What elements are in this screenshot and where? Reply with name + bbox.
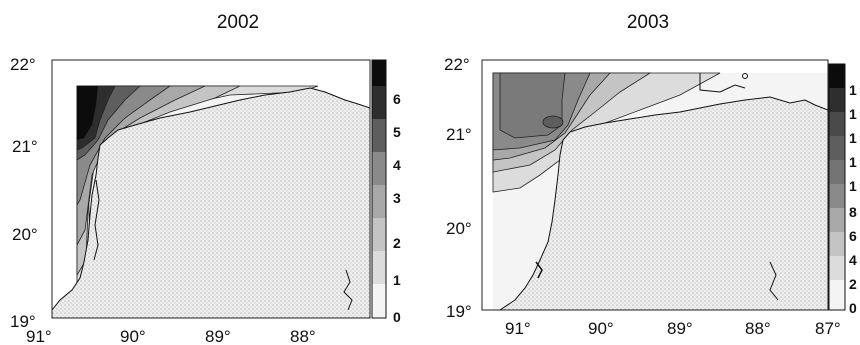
colorbar-2003-label: 6 [849, 228, 857, 244]
lon-label-91: 91° [26, 327, 52, 345]
lon-label-89: 89° [667, 319, 693, 338]
lon-label-89: 89° [205, 327, 231, 345]
map-2002-title: 2002 [216, 12, 260, 33]
lon-label-88: 88° [745, 319, 771, 338]
lon-label-90: 90° [588, 319, 614, 338]
colorbar-2003-label: 1 [849, 130, 857, 146]
colorbar-2002-label: 0 [393, 309, 401, 325]
lat-label-21: 21° [12, 137, 38, 156]
lat-label-20: 20° [446, 219, 472, 238]
colorbar-2003-label: 1 [849, 82, 857, 98]
colorbar-2002-label: 5 [393, 124, 401, 140]
colorbar-2003-label: 1 [849, 106, 857, 122]
contour-peak [542, 115, 564, 129]
colorbar-2002-label: 2 [393, 235, 401, 251]
lat-label-19: 19° [446, 302, 472, 321]
map-2003-title: 2003 [626, 12, 670, 33]
lat-label-22: 22° [444, 55, 470, 74]
colorbar-2003-label: 4 [849, 252, 857, 268]
map-2003: 22° 21° 20° 19° 91° 90° 89° 88° 87° 1 1 … [444, 55, 857, 338]
contour-band-7 [77, 86, 98, 140]
colorbar-2002-label: 3 [393, 190, 401, 206]
lon-label-88: 88° [290, 327, 316, 345]
colorbar-2003-label: 1 [849, 154, 857, 170]
colorbar-2003 [828, 63, 846, 311]
lat-label-22: 22° [10, 55, 36, 74]
lat-label-20: 20° [12, 225, 38, 244]
yucatan-land-2003 [499, 96, 828, 310]
colorbar-2003-label: 2 [849, 276, 857, 292]
colorbar-2002-label: 6 [393, 91, 401, 107]
lon-label-87: 87° [815, 319, 841, 338]
yucatan-land-2002 [52, 87, 370, 318]
colorbar-2003-label: 1 [849, 178, 857, 194]
colorbar-2003-label: 8 [849, 204, 857, 220]
colorbar-2003-label: 0 [849, 300, 857, 316]
lat-label-19: 19° [10, 312, 36, 331]
colorbar-2002-label: 1 [393, 272, 401, 288]
lon-label-90: 90° [120, 327, 146, 345]
lat-label-21: 21° [446, 125, 472, 144]
colorbar-2002 [371, 59, 387, 319]
lon-label-91: 91° [505, 319, 531, 338]
map-2002: 22° 21° 20° 19° 91° 90° 89° 88° 6 5 4 3 … [10, 55, 401, 345]
colorbar-2002-label: 4 [393, 157, 401, 173]
